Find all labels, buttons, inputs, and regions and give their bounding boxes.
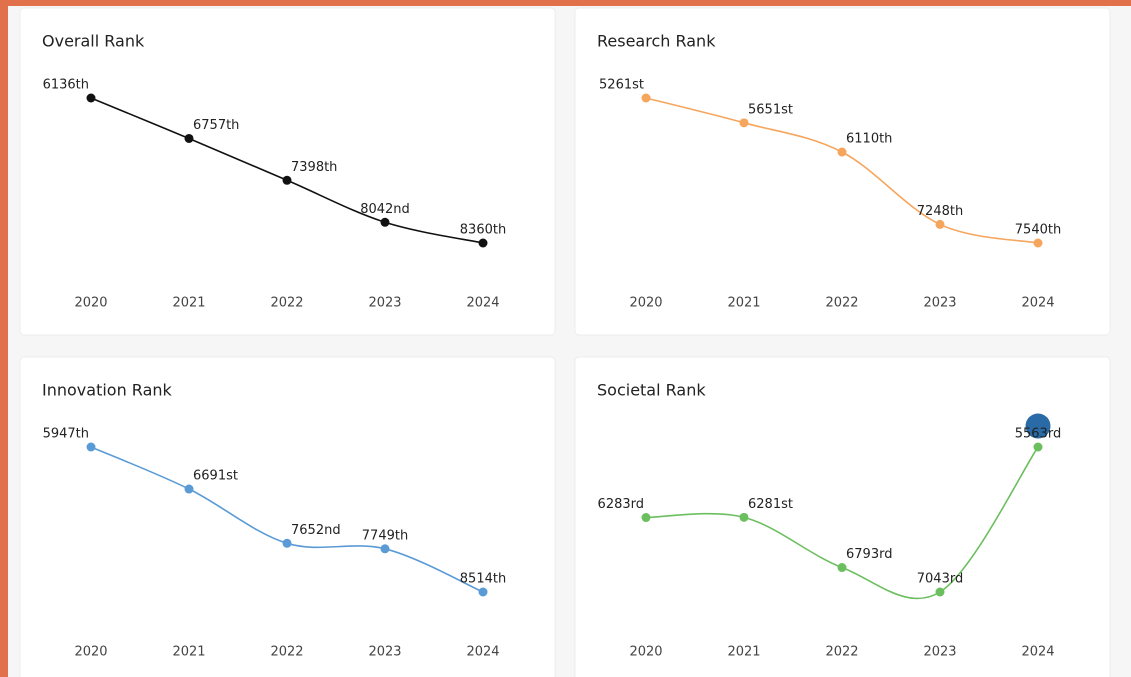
point [282, 175, 292, 185]
data-label: 5563rd [1015, 427, 1061, 442]
point [935, 219, 945, 229]
x-tick-label: 2023 [368, 296, 401, 311]
data-label: 7540th [1015, 223, 1061, 238]
data-label: 5261st [599, 78, 644, 93]
data-label: 5947th [43, 427, 89, 442]
x-tick-label: 2020 [74, 296, 107, 311]
point [184, 133, 194, 143]
point [837, 147, 847, 157]
point [184, 484, 194, 494]
x-tick-label: 2024 [466, 296, 499, 311]
top-border [0, 0, 1131, 6]
point [282, 538, 292, 548]
card [574, 356, 1111, 677]
data-label: 7398th [291, 160, 337, 175]
x-tick-label: 2024 [466, 645, 499, 660]
x-tick-label: 2020 [629, 645, 662, 660]
data-label: 6793rd [846, 547, 892, 562]
point [86, 442, 96, 452]
point [837, 563, 847, 573]
x-tick-label: 2024 [1021, 296, 1054, 311]
line [645, 446, 1039, 600]
left-border [0, 0, 8, 677]
data-label: 7043rd [917, 572, 963, 587]
point [380, 544, 390, 554]
x-tick-label: 2021 [727, 296, 760, 311]
card [19, 7, 556, 336]
data-label: 5651st [748, 102, 793, 117]
point [1033, 238, 1043, 248]
chart-title: Research Rank [597, 32, 716, 51]
data-label: 6136th [43, 78, 89, 93]
data-label: 6281st [748, 497, 793, 512]
x-tick-label: 2021 [727, 645, 760, 660]
x-tick-label: 2023 [368, 645, 401, 660]
highlight-marker [1025, 413, 1051, 439]
point [1033, 442, 1043, 452]
x-tick-label: 2020 [629, 296, 662, 311]
x-tick-label: 2023 [923, 645, 956, 660]
x-tick-label: 2022 [270, 296, 303, 311]
card [574, 7, 1111, 336]
point [935, 587, 945, 597]
chart-title: Overall Rank [42, 32, 145, 51]
data-label: 8042nd [360, 202, 410, 217]
data-label: 7652nd [291, 523, 341, 538]
data-label: 6110th [846, 132, 892, 147]
x-tick-label: 2022 [825, 296, 858, 311]
data-label: 7248th [917, 204, 963, 219]
point [478, 587, 488, 597]
point [380, 217, 390, 227]
point [739, 118, 749, 128]
x-tick-label: 2023 [923, 296, 956, 311]
data-label: 7749th [362, 528, 408, 543]
chart-title: Innovation Rank [42, 381, 173, 400]
point [641, 513, 651, 523]
data-label: 6757th [193, 118, 239, 133]
x-tick-label: 2022 [825, 645, 858, 660]
chart-title: Societal Rank [597, 381, 706, 400]
x-tick-label: 2024 [1021, 645, 1054, 660]
x-tick-label: 2020 [74, 645, 107, 660]
point [86, 93, 96, 103]
x-tick-label: 2022 [270, 645, 303, 660]
data-label: 8360th [460, 223, 506, 238]
data-label: 6283rd [598, 497, 644, 512]
x-tick-label: 2021 [172, 645, 205, 660]
x-tick-label: 2021 [172, 296, 205, 311]
point [641, 93, 651, 103]
card [19, 356, 556, 677]
data-label: 6691st [193, 469, 238, 484]
data-label: 8514th [460, 572, 506, 587]
point [739, 512, 749, 522]
point [478, 238, 488, 248]
